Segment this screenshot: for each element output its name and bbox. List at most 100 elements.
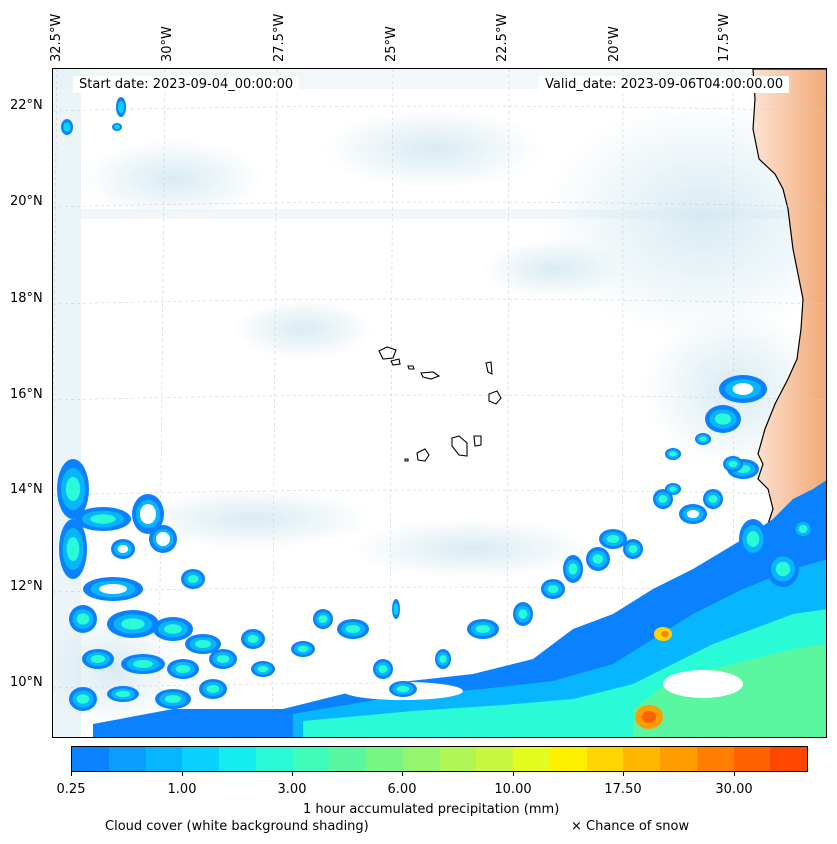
precip-cell [592,554,604,564]
precip-cell [297,645,309,653]
precip-cell [547,585,559,593]
latitude-label: 14°N [10,482,43,497]
precipitation-field [57,97,826,737]
colorbar-tick [182,772,183,776]
longitude-label: 20°W [607,26,622,62]
colorbar-segment [733,747,771,771]
precip-cell [216,655,230,663]
precip-cell [345,625,361,633]
colorbar-tick [402,772,403,776]
parallel-line [53,586,826,593]
cloud-cover-shading [53,69,826,737]
parallel-line [53,682,826,689]
precip-cell [115,690,131,698]
colorbar-segment [696,747,734,771]
precip-cell [661,631,669,637]
precip-cell [247,635,259,643]
colorbar-segment [549,747,587,771]
precip-cell [187,575,199,583]
parallel-line [53,201,826,208]
precip-cell [90,514,116,524]
colorbar-segment [329,747,366,771]
colorbar-tick-label: 1.00 [167,782,197,797]
precip-cell [118,545,128,553]
colorbar-tick [292,772,293,776]
colorbar-segment [255,747,293,771]
meridian-line [389,69,394,737]
longitude-label: 30°W [160,26,175,62]
colorbar-tick-label: 0.25 [56,782,86,797]
precip-cell [642,711,656,723]
parallel-line [53,489,826,496]
colorbar-tick-label: 3.00 [277,782,307,797]
colorbar-segment [182,747,219,771]
latitude-label: 10°N [10,675,43,690]
colorbar-tick-label: 6.00 [387,782,417,797]
precip-cell [140,504,156,524]
meridian-line [271,69,278,737]
colorbar-tick-label: 17.50 [604,782,642,797]
precip-cell [76,613,90,625]
precip-cell [606,535,620,543]
colorbar-segment [292,747,330,771]
colorbar-segment [439,747,477,771]
colorbar-segment [366,747,403,771]
colorbar-tick [513,772,514,776]
precip-cell [66,537,80,561]
precip-cell [396,685,410,693]
snow-legend: × Chance of snow [571,819,690,834]
meridian-line [506,69,510,737]
latitude-label: 20°N [10,194,43,209]
precip-cell [669,486,677,492]
precip-cell [65,477,81,501]
longitude-label: 27.5°W [272,13,287,62]
precip-cell [164,695,182,703]
precip-cell [658,495,668,503]
start-date-label: Start date: 2023-09-04_00:00:00 [73,76,300,93]
precip-cell [393,603,399,615]
precip-cell [121,618,145,630]
precip-cell [699,436,707,442]
parallel-line [53,394,826,401]
colorbar-segment [476,747,513,771]
precip-cell [257,665,269,673]
precip-cell [63,122,71,132]
precip-cell [194,640,212,648]
parallel-line [53,298,826,305]
longitude-label: 17.5°W [717,13,732,62]
colorbar-segment [586,747,624,771]
precip-cell [76,694,90,704]
precip-cell [118,101,124,113]
precip-cell [687,510,699,518]
longitude-label: 32.5°W [49,13,64,62]
cloud-cover-legend: Cloud cover (white background shading) [105,819,369,834]
precip-cell [206,685,220,693]
precip-cell [378,665,388,673]
latitude-label: 22°N [10,98,43,113]
latitude-label: 16°N [10,387,43,402]
colorbar-segment [402,747,440,771]
precip-cell [114,124,120,130]
colorbar-tick [623,772,624,776]
valid-date-label: Valid_date: 2023-09-06T04:00:00.00 [539,76,790,93]
cape-verde-islands [378,346,502,462]
colorbar-tick-label: 10.00 [494,782,532,797]
precip-cell [175,665,191,673]
precip-cell [669,451,677,457]
colorbar-segment [623,747,660,771]
colorbar-segment [145,747,183,771]
map-panel [52,68,827,738]
colorbar-tick-label: 30.00 [715,782,753,797]
colorbar-label: 1 hour accumulated precipitation (mm) [303,802,560,817]
precip-cell [746,531,760,547]
precip-cell [568,563,578,575]
colorbar-segment [108,747,146,771]
precip-cell [475,625,491,633]
parallel-line [53,105,826,112]
colorbar-tick [71,772,72,776]
precip-cell [628,545,638,553]
precip-cell [714,413,732,425]
precip-cell [728,460,738,468]
precip-cell [518,609,528,619]
colorbar-tick [734,772,735,776]
